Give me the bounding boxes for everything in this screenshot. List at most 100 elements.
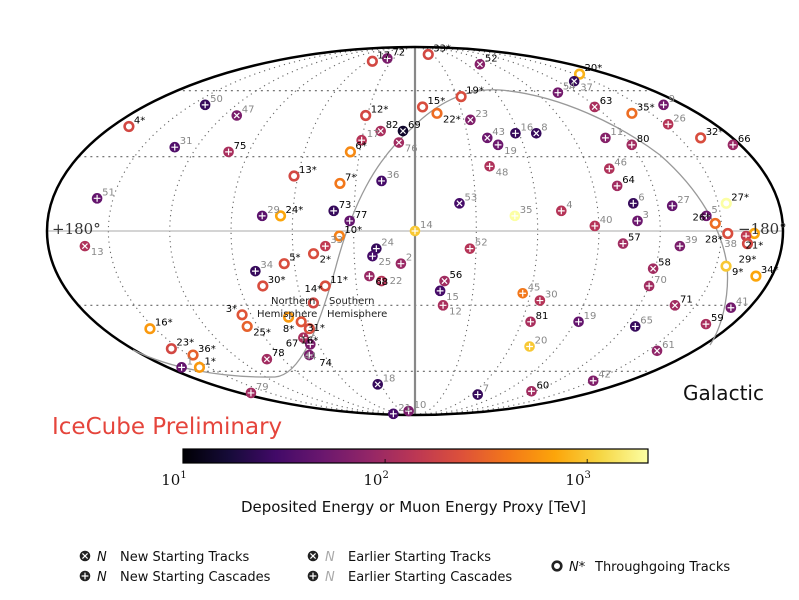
- plus-glyph: [511, 212, 519, 220]
- event-marker: [278, 258, 290, 270]
- throughgoing-ring-icon: [144, 323, 156, 335]
- event-label: 59: [711, 313, 724, 324]
- event-label: 4: [566, 200, 572, 211]
- event-marker: [395, 258, 407, 269]
- event-label: 12: [449, 306, 462, 317]
- lon-label-left: +180°: [52, 220, 101, 238]
- event-marker: [376, 275, 387, 287]
- throughgoing-ring-icon: [303, 323, 315, 335]
- event-label: 12*: [371, 105, 389, 116]
- x-glyph: [467, 116, 474, 123]
- plus-glyph: [589, 377, 597, 385]
- event-label: 24: [381, 238, 394, 249]
- plus-glyph: [81, 572, 89, 580]
- event-marker: [144, 323, 156, 335]
- event-marker: [629, 321, 641, 332]
- x-glyph: [571, 78, 578, 85]
- event-label: 57: [628, 233, 641, 244]
- plus-glyph: [225, 148, 232, 156]
- throughgoing-ring-icon: [307, 297, 319, 309]
- plus-glyph: [631, 323, 639, 330]
- plus-glyph: [557, 207, 565, 215]
- throughgoing-ring-icon: [551, 560, 563, 572]
- event-marker: [617, 238, 629, 249]
- throughgoing-ring-icon: [344, 146, 356, 158]
- event-label: 56: [450, 270, 463, 281]
- sky-boundary: [45, 45, 785, 417]
- event-marker: [382, 53, 393, 64]
- event-label: 75: [234, 141, 247, 152]
- event-label: 39: [685, 235, 698, 246]
- event-label: 15*: [428, 96, 446, 107]
- event-marker: [750, 270, 762, 282]
- southern-label: Southern: [329, 296, 375, 307]
- plus-glyph: [201, 101, 209, 109]
- event-label: 16*: [155, 318, 173, 329]
- event-label: 19: [584, 311, 597, 322]
- event-label: 50: [210, 94, 223, 105]
- event-label: 65: [640, 315, 653, 326]
- event-label: 40: [600, 215, 613, 226]
- event-marker: [245, 387, 257, 399]
- x-glyph: [533, 130, 540, 137]
- plus-glyph: [702, 212, 710, 220]
- event-marker: [509, 210, 521, 222]
- event-marker: [187, 349, 199, 361]
- event-marker: [367, 250, 378, 262]
- event-marker: [165, 343, 177, 355]
- tick-base: 10: [161, 471, 180, 489]
- event-marker: [376, 175, 387, 187]
- colorbar-tick-label: 101: [161, 470, 186, 489]
- tick-exponent: 3: [585, 470, 591, 481]
- throughgoing-ring-icon: [741, 238, 754, 250]
- tick-exponent: 2: [382, 470, 388, 481]
- legend-marker: [307, 570, 319, 582]
- meridian-line: [414, 46, 539, 416]
- event-marker: [319, 280, 331, 292]
- event-marker: [472, 389, 484, 400]
- event-label: 63: [600, 96, 613, 107]
- event-label: 23*: [176, 338, 194, 349]
- throughgoing-ring-icon: [278, 258, 290, 270]
- event-marker: [199, 99, 211, 111]
- event-label: 52: [485, 53, 498, 64]
- event-marker: [282, 311, 295, 323]
- tick-base: 10: [565, 471, 584, 489]
- colorbar-tick-label: 102: [363, 470, 388, 489]
- legend-text: New Starting Tracks: [120, 550, 249, 565]
- x-glyph: [591, 103, 598, 110]
- event-label: 1*: [205, 356, 216, 367]
- event-label: 22*: [443, 114, 461, 125]
- event-label: 18: [383, 373, 396, 384]
- legend-item: N Earlier Starting Tracks: [307, 550, 491, 565]
- event-marker: [725, 302, 737, 314]
- colorbar-label: Deposited Energy or Muon Energy Proxy [T…: [241, 498, 586, 516]
- event-marker: [611, 180, 623, 192]
- event-label: 31*: [307, 323, 325, 334]
- event-marker: [303, 323, 315, 335]
- plus-glyph: [247, 389, 255, 397]
- event-label: 10: [414, 400, 427, 411]
- throughgoing-ring-icon: [288, 170, 300, 182]
- event-label: 29*: [739, 255, 757, 266]
- event-marker: [626, 139, 638, 151]
- event-label: 21*: [746, 241, 764, 252]
- event-marker: [695, 132, 707, 144]
- event-marker: [360, 109, 372, 122]
- event-marker: [524, 341, 535, 352]
- plus-glyph: [536, 297, 544, 304]
- plus-glyph: [676, 242, 684, 250]
- event-label: 13*: [299, 165, 317, 176]
- event-label: 47: [242, 105, 255, 116]
- event-marker: [658, 99, 669, 111]
- plus-glyph: [664, 120, 672, 128]
- plus-glyph: [519, 289, 527, 297]
- event-marker: [123, 120, 135, 133]
- throughgoing-ring-icon: [236, 309, 248, 321]
- colorbar-gradient: [182, 448, 649, 464]
- plus-glyph: [634, 217, 641, 225]
- event-label: 67: [286, 339, 299, 350]
- event-marker: [257, 280, 269, 292]
- event-marker: [474, 58, 486, 70]
